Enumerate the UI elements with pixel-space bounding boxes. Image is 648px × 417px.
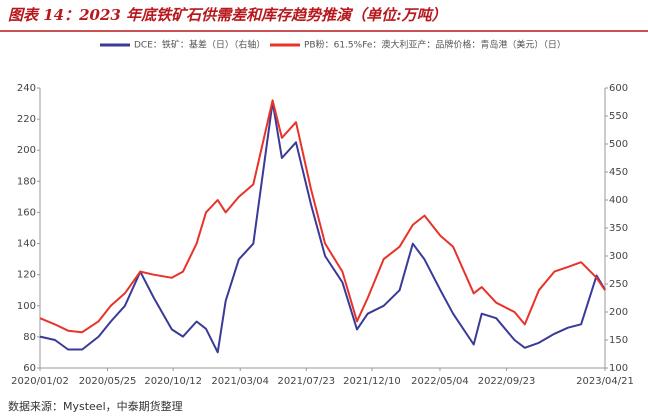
y-tick-label: 120 (17, 270, 36, 281)
x-tick-label: 2023/04/21 (576, 376, 634, 387)
y2-tick-label: 500 (609, 139, 628, 150)
x-tick-label: 2021/07/23 (278, 376, 336, 387)
y2-tick-label: 100 (609, 363, 628, 374)
y-tick-label: 160 (17, 207, 36, 218)
chart-title: 图表 14：2023 年底铁矿石供需差和库存趋势推演（单位:万吨） (8, 6, 447, 24)
y-tick-label: 60 (23, 363, 36, 374)
y-tick-label: 200 (17, 145, 36, 156)
y-tick-label: 180 (17, 176, 36, 187)
series-line (39, 99, 606, 334)
y2-tick-label: 150 (609, 335, 628, 346)
series-line (39, 101, 606, 354)
y2-tick-label: 450 (609, 167, 628, 178)
y2-tick-label: 550 (609, 111, 628, 122)
y2-tick-label: 300 (609, 251, 628, 262)
x-tick-label: 2020/01/02 (11, 376, 69, 387)
y2-tick-label: 200 (609, 307, 628, 318)
y2-tick-label: 250 (609, 279, 628, 290)
x-tick-label: 2022/09/23 (478, 376, 536, 387)
y-tick-label: 220 (17, 114, 36, 125)
y2-tick-label: 400 (609, 195, 628, 206)
x-tick-label: 2021/12/10 (343, 376, 401, 387)
x-tick-label: 2022/05/04 (411, 376, 469, 387)
y-tick-label: 100 (17, 301, 36, 312)
y2-tick-label: 350 (609, 223, 628, 234)
x-tick-label: 2021/03/04 (211, 376, 269, 387)
y-tick-label: 240 (17, 83, 36, 94)
y-tick-label: 80 (23, 332, 36, 343)
x-tick-label: 2020/10/12 (144, 376, 202, 387)
legend-label: PB粉：61.5%Fe：澳大利亚产：品牌价格：青岛港（美元）（日） (304, 39, 566, 51)
legend-label: DCE：铁矿：基差（日）（右轴） (134, 39, 265, 51)
y2-tick-label: 600 (609, 83, 628, 94)
y-tick-label: 140 (17, 239, 36, 250)
source: 数据来源：Mysteel，中泰期货整理 (8, 399, 183, 413)
x-tick-label: 2020/05/25 (79, 376, 137, 387)
